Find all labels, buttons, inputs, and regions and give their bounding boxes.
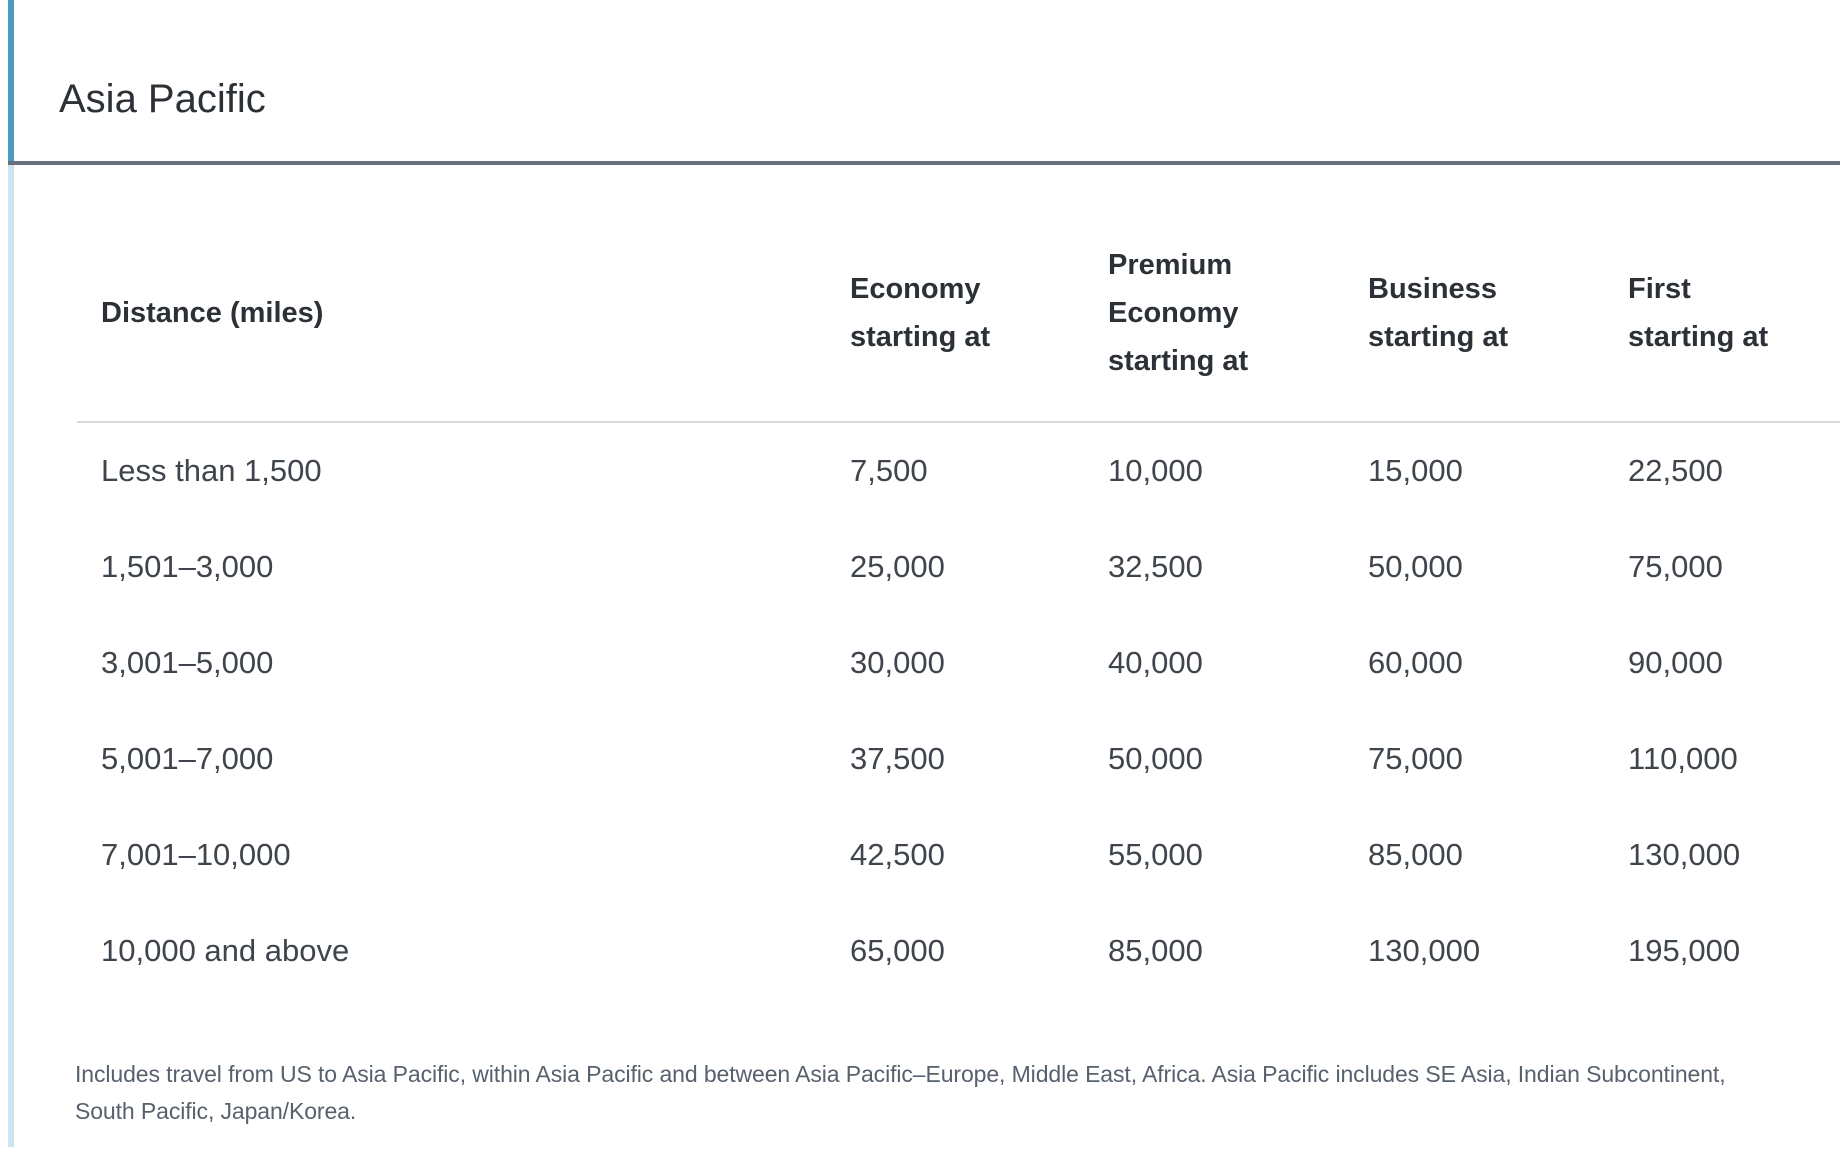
distance-cell: 1,501–3,000 [101, 549, 274, 584]
premium-economy-cell: 85,000 [1108, 933, 1203, 968]
business-cell: 130,000 [1368, 933, 1481, 968]
column-header-business: Business starting at [1368, 273, 1509, 353]
economy-cell: 37,500 [850, 741, 945, 776]
premium-economy-cell: 50,000 [1108, 741, 1203, 776]
table-row: 7,001–10,000 42,500 55,000 85,000 130,00… [77, 807, 1840, 903]
table-row: 3,001–5,000 30,000 40,000 60,000 90,000 [77, 615, 1840, 711]
premium-economy-cell: 40,000 [1108, 645, 1203, 680]
premium-economy-cell: 10,000 [1108, 453, 1203, 488]
first-cell: 130,000 [1628, 837, 1741, 872]
table-row: 10,000 and above 65,000 85,000 130,000 1… [77, 903, 1840, 999]
premium-economy-cell: 32,500 [1108, 549, 1203, 584]
column-header-economy: Economy starting at [850, 273, 991, 353]
table-row: Less than 1,500 7,500 10,000 15,000 22,5… [77, 423, 1840, 519]
business-cell: 50,000 [1368, 549, 1463, 584]
column-header-first: First starting at [1628, 273, 1769, 353]
column-header-premium-economy: Premium Economy starting at [1108, 249, 1249, 377]
economy-cell: 7,500 [850, 453, 928, 488]
distance-cell: 10,000 and above [101, 933, 350, 968]
first-cell: 110,000 [1628, 741, 1738, 776]
economy-cell: 42,500 [850, 837, 945, 872]
footnote-line-1: Includes travel from US to Asia Pacific,… [75, 1061, 1726, 1087]
section-divider-rule [8, 161, 1840, 165]
business-cell: 60,000 [1368, 645, 1463, 680]
distance-cell: 7,001–10,000 [101, 837, 291, 872]
section-accent-bar-top [8, 0, 14, 161]
section-accent-bar-bottom [8, 165, 14, 1147]
first-cell: 90,000 [1628, 645, 1723, 680]
section-title: Asia Pacific [59, 77, 266, 122]
first-cell: 195,000 [1628, 933, 1741, 968]
first-cell: 22,500 [1628, 453, 1723, 488]
economy-cell: 65,000 [850, 933, 945, 968]
economy-cell: 30,000 [850, 645, 945, 680]
award-chart-table: Distance (miles) Economy starting at Pre… [77, 205, 1840, 999]
footnote-line-2: South Pacific, Japan/Korea. [75, 1098, 357, 1124]
region-footnote: Includes travel from US to Asia Pacific,… [75, 1056, 1726, 1130]
distance-cell: Less than 1,500 [101, 453, 322, 488]
first-cell: 75,000 [1628, 549, 1723, 584]
distance-cell: 5,001–7,000 [101, 741, 274, 776]
table-row: 5,001–7,000 37,500 50,000 75,000 110,000 [77, 711, 1840, 807]
table-header-row: Distance (miles) Economy starting at Pre… [77, 205, 1840, 423]
business-cell: 85,000 [1368, 837, 1463, 872]
business-cell: 15,000 [1368, 453, 1463, 488]
economy-cell: 25,000 [850, 549, 945, 584]
business-cell: 75,000 [1368, 741, 1463, 776]
premium-economy-cell: 55,000 [1108, 837, 1203, 872]
column-header-distance: Distance (miles) [101, 297, 324, 329]
table-row: 1,501–3,000 25,000 32,500 50,000 75,000 [77, 519, 1840, 615]
distance-cell: 3,001–5,000 [101, 645, 274, 680]
